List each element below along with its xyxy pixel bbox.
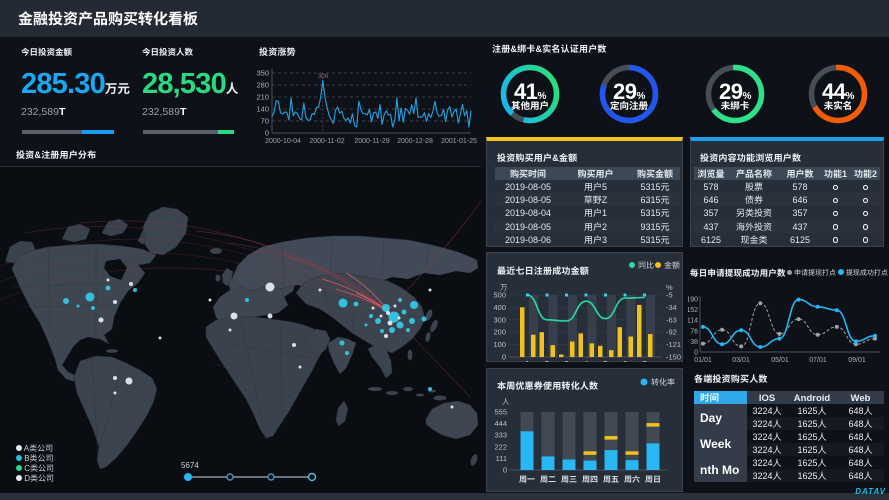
svg-text:2000-11-02: 2000-11-02: [309, 136, 344, 144]
svg-text:111: 111: [496, 453, 507, 464]
svg-text:2: 2: [545, 359, 550, 362]
svg-text:转化率: 转化率: [651, 377, 675, 388]
svg-text:200: 200: [493, 327, 506, 338]
svg-text:-150: -150: [666, 352, 681, 363]
svg-text:7: 7: [642, 359, 647, 362]
svg-text:2000-12-28: 2000-12-28: [397, 136, 433, 144]
svg-text:6: 6: [623, 359, 628, 362]
svg-text:2000-11-29: 2000-11-29: [354, 136, 389, 144]
svg-text:306: 306: [318, 70, 329, 80]
svg-text:周二: 周二: [540, 474, 556, 485]
svg-text:周一: 周一: [519, 474, 535, 485]
svg-text:400: 400: [493, 302, 506, 313]
svg-text:周六: 周六: [624, 474, 640, 485]
svg-text:0: 0: [694, 348, 698, 358]
svg-text:周三: 周三: [561, 474, 577, 485]
svg-text:3: 3: [564, 359, 569, 362]
svg-text:周五: 周五: [603, 474, 619, 485]
svg-text:444: 444: [494, 418, 507, 429]
svg-text:07/01: 07/01: [809, 355, 827, 365]
svg-text:05/01: 05/01: [771, 355, 789, 365]
svg-text:4: 4: [584, 359, 589, 362]
svg-text:1: 1: [525, 359, 530, 362]
svg-text:金额: 金额: [664, 260, 680, 271]
svg-text:2001-01-25: 2001-01-25: [441, 136, 477, 144]
svg-text:333: 333: [494, 430, 507, 441]
svg-text:01/01: 01/01: [694, 355, 712, 365]
svg-text:114: 114: [688, 316, 698, 326]
svg-text:210: 210: [256, 92, 269, 103]
svg-text:140: 140: [256, 104, 269, 115]
svg-text:0: 0: [502, 352, 506, 363]
svg-text:0: 0: [265, 128, 269, 139]
svg-text:2000-10-04: 2000-10-04: [265, 136, 301, 144]
svg-text:152: 152: [688, 305, 698, 315]
svg-text:0: 0: [503, 465, 507, 476]
svg-text:同比: 同比: [638, 260, 654, 271]
svg-text:-63: -63: [666, 314, 677, 325]
svg-text:万: 万: [500, 282, 508, 293]
svg-text:280: 280: [256, 80, 269, 91]
svg-text:人: 人: [502, 396, 510, 407]
svg-text:38: 38: [690, 337, 698, 347]
svg-text:-121: -121: [666, 339, 681, 350]
svg-text:76: 76: [690, 326, 698, 336]
svg-text:09/01: 09/01: [848, 355, 866, 365]
svg-text:-34: -34: [666, 302, 677, 313]
svg-text:222: 222: [494, 441, 507, 452]
svg-text:350: 350: [256, 68, 269, 79]
svg-text:周日: 周日: [645, 474, 661, 485]
svg-text:100: 100: [493, 339, 506, 350]
svg-text:555: 555: [494, 407, 507, 418]
svg-text:190: 190: [688, 295, 698, 305]
svg-text:500: 500: [493, 290, 506, 301]
svg-text:%: %: [666, 282, 673, 293]
svg-text:300: 300: [493, 314, 506, 325]
svg-text:周四: 周四: [582, 474, 598, 485]
svg-text:03/01: 03/01: [732, 355, 750, 365]
svg-text:5: 5: [603, 359, 608, 362]
svg-text:-5: -5: [666, 290, 673, 301]
svg-text:-92: -92: [666, 327, 677, 338]
svg-text:70: 70: [261, 116, 269, 127]
